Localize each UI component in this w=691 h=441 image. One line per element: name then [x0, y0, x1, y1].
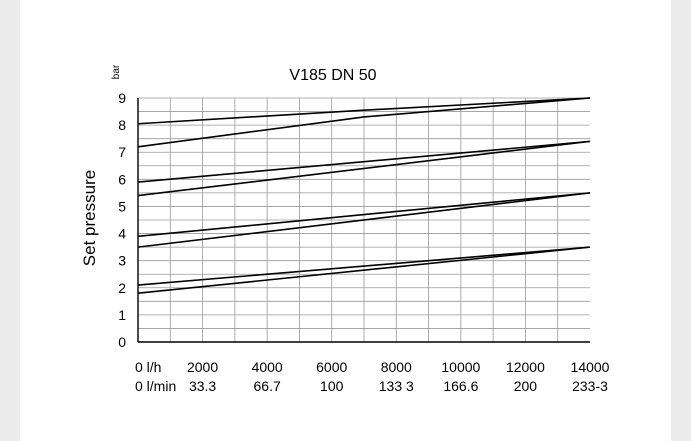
x-tick-label-lh: 6000 [316, 359, 347, 375]
x-tick-label-lmin: 0 l/min [135, 378, 176, 394]
y-axis-unit: bar [111, 64, 122, 79]
series-line-4 [137, 140, 591, 197]
y-axis-label: Set pressure [80, 170, 99, 266]
series-group [137, 97, 591, 294]
y-tick-label: 5 [118, 198, 126, 214]
y-tick-label: 1 [118, 307, 126, 323]
x-tick-label-lh: 14000 [571, 359, 610, 375]
y-tick-label: 9 [118, 90, 126, 106]
x-tick-label-lmin: 233-3 [572, 378, 608, 394]
x-tick-label-lmin: 200 [514, 378, 538, 394]
y-tick-label: 2 [118, 280, 126, 296]
x-tick-label-lmin: 133 3 [379, 378, 414, 394]
series-line-6 [137, 192, 591, 248]
y-tick-label: 3 [118, 253, 126, 269]
y-tick-label: 7 [118, 144, 126, 160]
chart-title: V185 DN 50 [289, 67, 376, 84]
tick-labels: 0 1 2 3 4 5 6 7 8 9 0 l/h 2000 4000 6000 8000 10000 1200… [118, 90, 609, 394]
line-chart: V185 DN 50 Set pressure bar 0 1 2 3 4 5 6 7 8 9 0 … [80, 64, 610, 394]
y-tick-label: 6 [118, 171, 126, 187]
axes [137, 98, 590, 343]
y-tick-label: 0 [118, 334, 126, 350]
series-line-7 [137, 246, 591, 286]
x-tick-label-lh: 12000 [506, 359, 545, 375]
y-tick-label: 4 [118, 226, 126, 242]
series-line-3 [137, 140, 591, 183]
series-line-5 [137, 192, 591, 238]
y-tick-label: 8 [118, 117, 126, 133]
grid [138, 97, 590, 342]
x-tick-label-lmin: 100 [320, 378, 344, 394]
chart-area: V185 DN 50 Set pressure bar 0 1 2 3 4 5 6 7 8 9 0 … [20, 0, 671, 441]
x-tick-label-lh: 4000 [252, 359, 283, 375]
x-tick-label-lmin: 33.3 [189, 378, 216, 394]
x-tick-label-lmin: 66.7 [254, 378, 281, 394]
x-tick-label-lh: 0 l/h [135, 359, 161, 375]
series-line-2 [137, 97, 591, 148]
series-line-1 [137, 97, 591, 125]
series-line-8 [137, 246, 591, 294]
x-tick-label-lh: 2000 [187, 359, 218, 375]
x-tick-label-lh: 8000 [381, 359, 412, 375]
x-tick-label-lh: 10000 [441, 359, 480, 375]
x-tick-label-lmin: 166.6 [443, 378, 478, 394]
